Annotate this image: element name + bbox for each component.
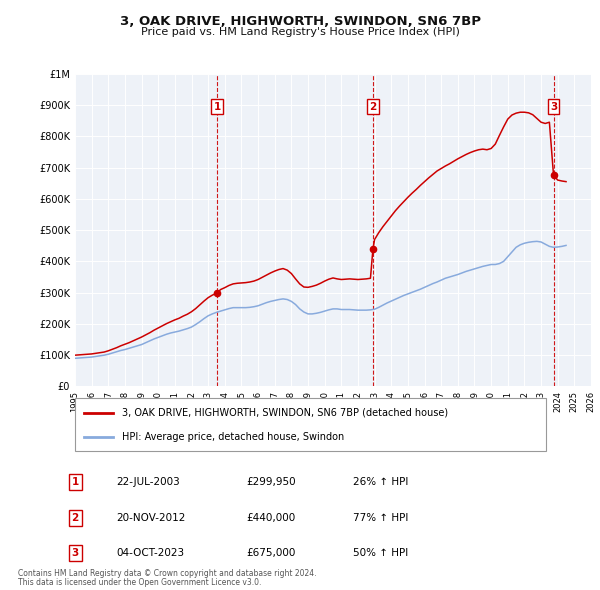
Text: 20-NOV-2012: 20-NOV-2012 bbox=[116, 513, 185, 523]
Text: £675,000: £675,000 bbox=[247, 548, 296, 558]
Text: Price paid vs. HM Land Registry's House Price Index (HPI): Price paid vs. HM Land Registry's House … bbox=[140, 27, 460, 37]
Text: This data is licensed under the Open Government Licence v3.0.: This data is licensed under the Open Gov… bbox=[18, 578, 262, 587]
Text: 1: 1 bbox=[71, 477, 79, 487]
Text: 77% ↑ HPI: 77% ↑ HPI bbox=[353, 513, 408, 523]
Text: £299,950: £299,950 bbox=[247, 477, 296, 487]
Text: 50% ↑ HPI: 50% ↑ HPI bbox=[353, 548, 408, 558]
Text: 2: 2 bbox=[370, 101, 377, 112]
Text: 3: 3 bbox=[550, 101, 557, 112]
Text: 22-JUL-2003: 22-JUL-2003 bbox=[116, 477, 180, 487]
Text: 04-OCT-2023: 04-OCT-2023 bbox=[116, 548, 184, 558]
Text: HPI: Average price, detached house, Swindon: HPI: Average price, detached house, Swin… bbox=[122, 432, 344, 442]
Text: 3: 3 bbox=[71, 548, 79, 558]
Text: 2: 2 bbox=[71, 513, 79, 523]
Text: Contains HM Land Registry data © Crown copyright and database right 2024.: Contains HM Land Registry data © Crown c… bbox=[18, 569, 317, 578]
Text: 26% ↑ HPI: 26% ↑ HPI bbox=[353, 477, 408, 487]
Text: 3, OAK DRIVE, HIGHWORTH, SWINDON, SN6 7BP (detached house): 3, OAK DRIVE, HIGHWORTH, SWINDON, SN6 7B… bbox=[122, 408, 448, 418]
Text: 1: 1 bbox=[214, 101, 221, 112]
Text: £440,000: £440,000 bbox=[247, 513, 296, 523]
Text: 3, OAK DRIVE, HIGHWORTH, SWINDON, SN6 7BP: 3, OAK DRIVE, HIGHWORTH, SWINDON, SN6 7B… bbox=[119, 15, 481, 28]
